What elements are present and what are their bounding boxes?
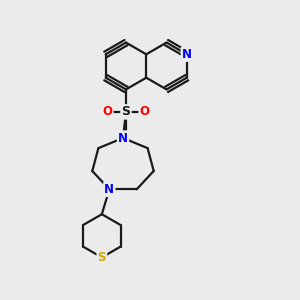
Text: O: O — [102, 105, 112, 119]
Text: S: S — [98, 251, 106, 264]
Text: S: S — [122, 105, 130, 119]
Text: N: N — [104, 183, 114, 196]
Text: O: O — [140, 105, 150, 119]
Text: N: N — [118, 131, 128, 145]
Text: N: N — [182, 48, 192, 61]
